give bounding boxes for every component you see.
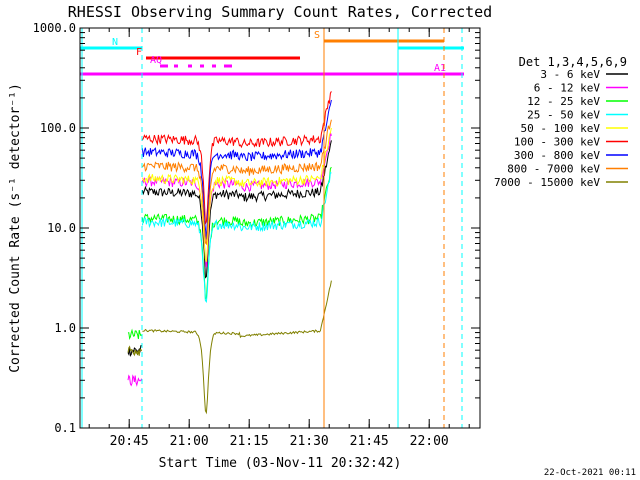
y-tick-label: 100.0 — [40, 121, 76, 135]
series-pre-line — [127, 345, 143, 357]
series-line — [142, 119, 332, 246]
flag-layer: N F S AQ A1 — [80, 30, 464, 76]
y-tick-label: 0.1 — [54, 421, 76, 435]
series-line — [141, 99, 332, 240]
y-axis-label: Corrected Count Rate (s⁻¹ detector⁻¹) — [8, 83, 23, 373]
data-layer — [127, 91, 332, 415]
legend-label: 800 - 7000 keV — [507, 163, 600, 176]
legend-label: 7000 - 15000 keV — [494, 176, 600, 189]
x-tick-label: 21:45 — [350, 434, 389, 449]
marker-layer — [81, 28, 463, 428]
flag-label: F — [136, 47, 142, 58]
legend-label: 50 - 100 keV — [521, 122, 601, 135]
date-stamp: 22-Oct-2021 00:11 — [544, 468, 636, 478]
chart-title: RHESSI Observing Summary Count Rates, Co… — [68, 3, 492, 21]
legend-label: 12 - 25 keV — [527, 95, 600, 108]
legend-title: Det 1,3,4,5,6,9 — [519, 55, 627, 69]
x-tick-label: 21:00 — [170, 434, 209, 449]
legend-label: 6 - 12 keV — [534, 82, 601, 95]
series-line — [141, 127, 332, 263]
y-tick-label: 10.0 — [47, 221, 76, 235]
y-tick-label: 1.0 — [54, 321, 76, 335]
legend-label: 25 - 50 keV — [527, 109, 600, 122]
x-tick-label: 20:45 — [110, 434, 149, 449]
axes-layer: 0.1 1.0 10.0 100.0 1000.0 20:45 21:00 21:15 21:3… — [33, 21, 480, 449]
x-axis-label: Start Time (03-Nov-11 20:32:42) — [159, 456, 402, 471]
series-line — [141, 140, 332, 279]
legend-label: 100 - 300 keV — [514, 136, 600, 149]
legend-label: 300 - 800 keV — [514, 149, 600, 162]
flag-label: S — [314, 30, 320, 41]
series-pre-line — [127, 328, 142, 341]
flag-label: A1 — [434, 63, 446, 74]
legend-label: 3 - 6 keV — [540, 68, 600, 81]
flag-label: AQ — [150, 55, 162, 66]
series-line — [141, 171, 332, 304]
y-tick-label: 1000.0 — [33, 21, 76, 35]
x-tick-label: 21:15 — [230, 434, 269, 449]
series-pre-line — [127, 345, 142, 358]
series-line — [141, 91, 332, 226]
flag-label: N — [112, 37, 118, 48]
series-pre-line — [127, 374, 143, 387]
x-tick-label: 22:00 — [410, 434, 449, 449]
series-line — [142, 280, 332, 415]
series-line — [141, 166, 332, 300]
x-tick-label: 21:30 — [290, 434, 329, 449]
